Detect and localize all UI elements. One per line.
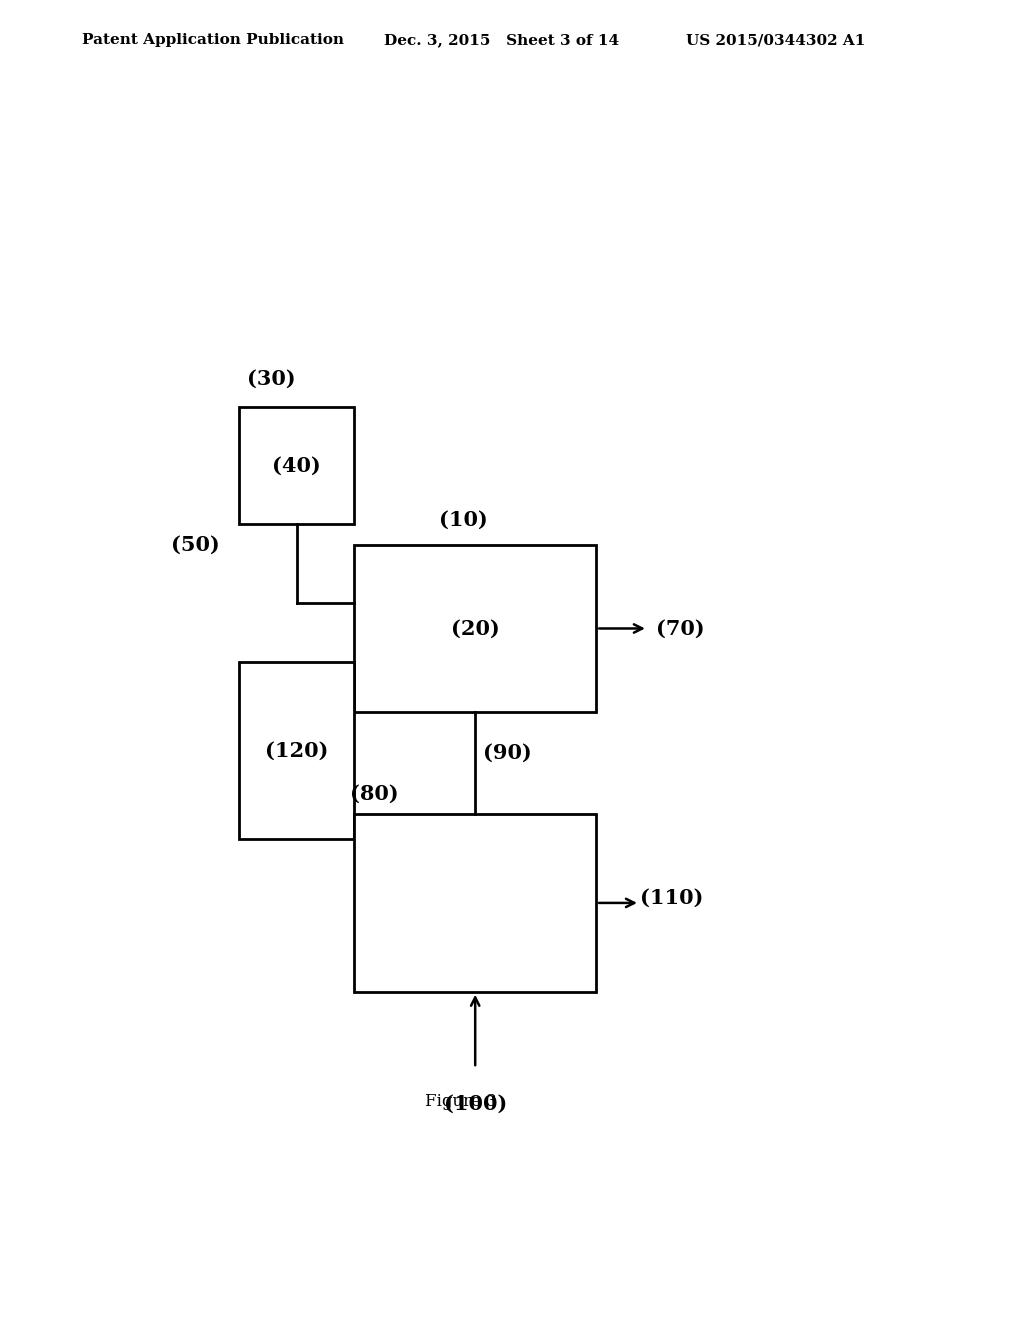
Text: (50): (50) (171, 535, 219, 554)
Text: (20): (20) (451, 619, 500, 639)
Text: (70): (70) (655, 619, 705, 639)
Text: (100): (100) (443, 1094, 507, 1114)
Text: (120): (120) (265, 741, 329, 760)
Bar (354, 545, 596, 713)
Text: (40): (40) (272, 455, 321, 477)
Text: Dec. 3, 2015   Sheet 3 of 14: Dec. 3, 2015 Sheet 3 of 14 (384, 33, 620, 48)
Text: (10): (10) (438, 510, 487, 529)
Text: US 2015/0344302 A1: US 2015/0344302 A1 (686, 33, 865, 48)
Bar (240, 408, 354, 524)
Bar (354, 814, 596, 991)
Text: (90): (90) (483, 743, 531, 763)
Text: Patent Application Publication: Patent Application Publication (82, 33, 344, 48)
Text: (110): (110) (640, 888, 703, 908)
Bar (240, 661, 354, 840)
Text: Figure 3: Figure 3 (425, 1093, 498, 1110)
Text: (30): (30) (247, 370, 296, 389)
Text: (80): (80) (350, 784, 398, 804)
